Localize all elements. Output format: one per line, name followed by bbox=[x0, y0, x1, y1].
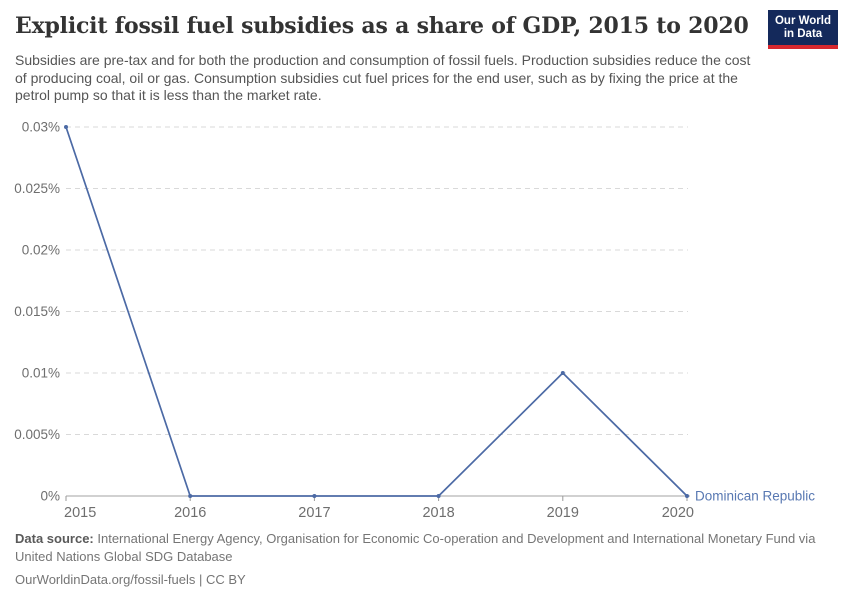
data-source-line: Data source: International Energy Agency… bbox=[15, 530, 835, 566]
y-tick-label: 0% bbox=[40, 489, 60, 504]
owid-logo-line2: in Data bbox=[783, 27, 823, 40]
chart-subtitle: Subsidies are pre-tax and for both the p… bbox=[15, 52, 751, 103]
data-point[interactable] bbox=[64, 125, 68, 129]
data-point[interactable] bbox=[188, 494, 193, 498]
data-point[interactable] bbox=[560, 371, 565, 375]
x-tick-label: 2017 bbox=[298, 505, 330, 521]
data-point[interactable] bbox=[685, 494, 689, 498]
line-chart: 0% 0.005% 0.01% 0.015% 0.02% 0.025% 0.03% 2015 2… bbox=[14, 120, 815, 522]
y-tick-label: 0.03% bbox=[22, 120, 60, 135]
license-link[interactable]: CC BY bbox=[206, 572, 246, 587]
x-tick-label: 2020 bbox=[662, 505, 694, 521]
y-tick-label: 0.025% bbox=[14, 181, 60, 196]
data-point[interactable] bbox=[312, 494, 317, 498]
y-tick-label: 0.015% bbox=[14, 304, 60, 319]
y-tick-label: 0.01% bbox=[22, 366, 60, 381]
y-tick-label: 0.02% bbox=[22, 243, 60, 258]
data-source-text: International Energy Agency, Organisatio… bbox=[15, 531, 816, 564]
x-tick-label: 2015 bbox=[64, 505, 96, 521]
chart-title: Explicit fossil fuel subsidies as a shar… bbox=[15, 13, 749, 39]
x-tick-label: 2019 bbox=[547, 505, 579, 521]
series-line[interactable] bbox=[65, 126, 688, 497]
owid-logo[interactable]: Our World in Data bbox=[768, 10, 838, 49]
data-source-label: Data source: bbox=[15, 531, 94, 546]
owid-logo-line1: Our World bbox=[774, 14, 831, 27]
credit-line: OurWorldinData.org/fossil-fuels | CC BY bbox=[15, 571, 835, 589]
credit-separator: | bbox=[195, 572, 206, 587]
x-tick-label: 2016 bbox=[174, 505, 206, 521]
x-tick-label: 2018 bbox=[422, 505, 454, 521]
owid-url-link[interactable]: OurWorldinData.org/fossil-fuels bbox=[15, 572, 196, 587]
y-tick-label: 0.005% bbox=[14, 427, 60, 442]
series-label[interactable]: Dominican Republic bbox=[695, 489, 815, 504]
chart-footer: Data source: International Energy Agency… bbox=[15, 530, 835, 589]
data-point[interactable] bbox=[436, 494, 441, 498]
